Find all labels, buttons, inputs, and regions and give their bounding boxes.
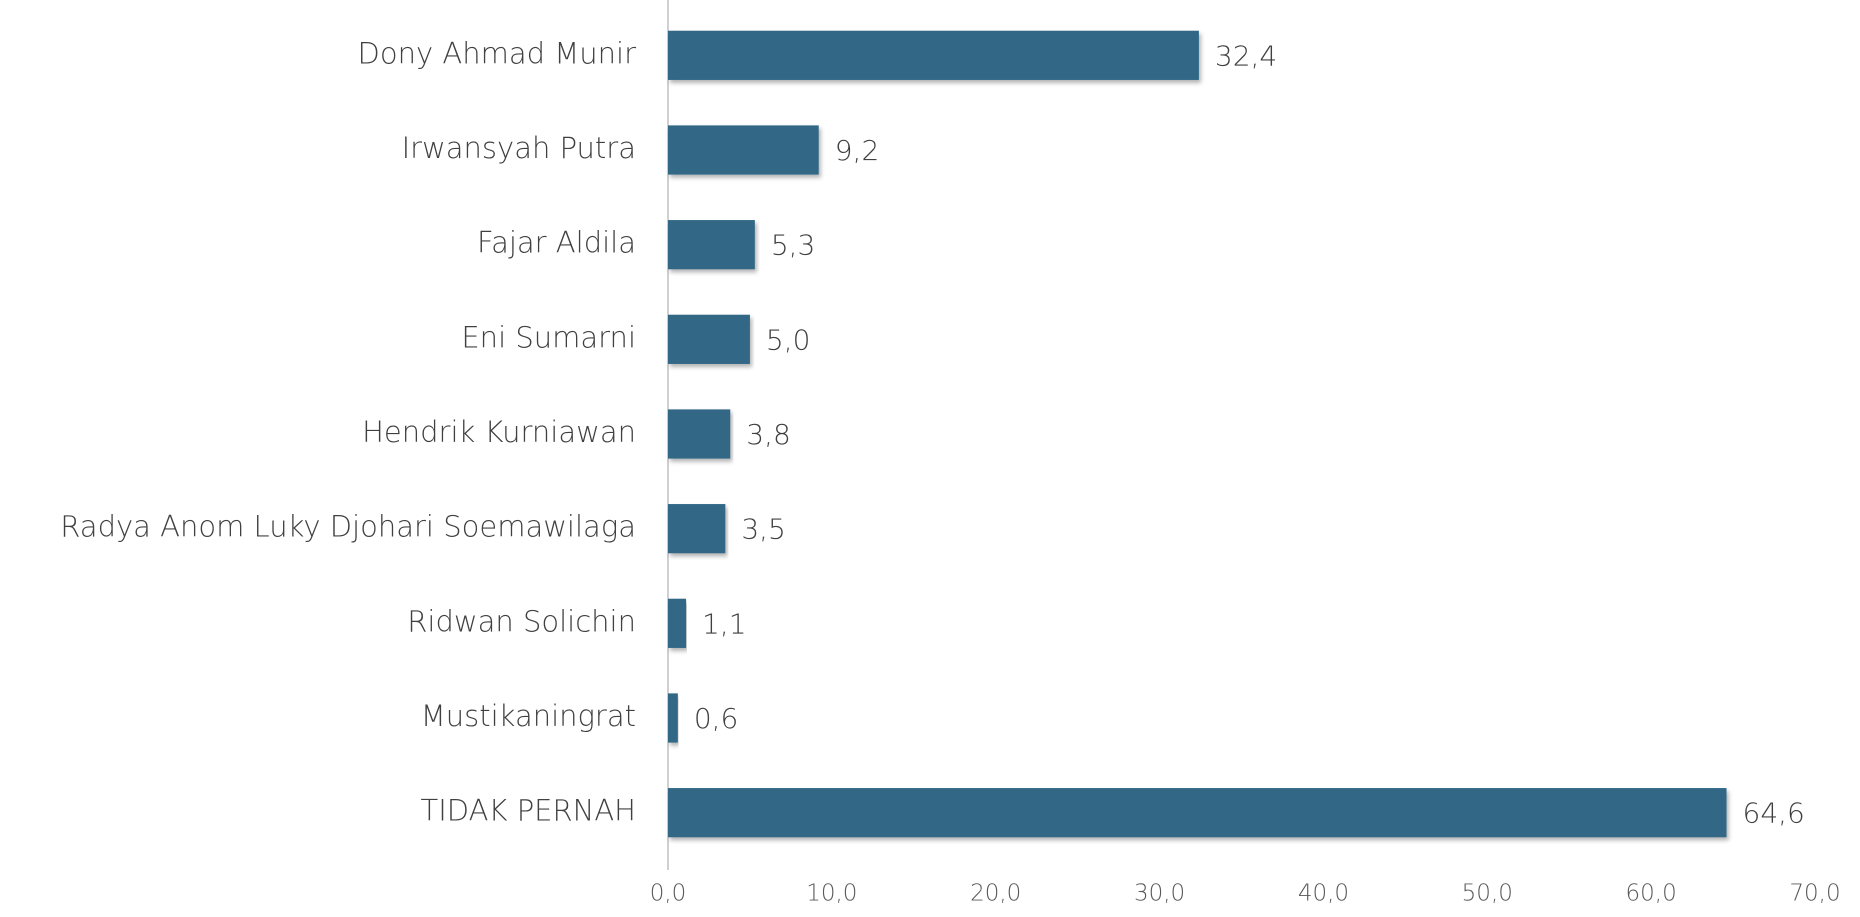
data-label: 3,5 [741,513,786,546]
bar [668,598,687,648]
x-tick-label: 60,0 [1626,881,1677,907]
data-label: 0,6 [694,702,739,735]
x-tick-label: 50,0 [1462,881,1513,907]
data-label: 5,0 [766,323,811,356]
bar [668,409,731,459]
bar [668,220,755,270]
y-tick-label: Hendrik Kurniawan [362,415,636,449]
x-tick-label: 40,0 [1298,881,1349,907]
bar [668,788,1727,838]
data-label: 1,1 [702,607,747,640]
bar [668,125,819,175]
x-tick-label: 70,0 [1789,881,1840,907]
data-label: 5,3 [771,229,816,262]
y-tick-label: Ridwan Solichin [407,604,636,638]
bar [668,30,1199,80]
data-label: 3,8 [746,418,791,451]
x-tick-label: 30,0 [1134,881,1185,907]
y-tick-label: Eni Sumarni [461,320,636,354]
data-label: 32,4 [1215,39,1277,72]
x-tick-label: 20,0 [970,881,1021,907]
bar [668,693,678,743]
bar [668,504,726,554]
data-label: 64,6 [1743,797,1805,830]
y-tick-label: Fajar Aldila [477,226,636,260]
y-tick-label: TIDAK PERNAH [421,794,636,828]
x-tick-label: 10,0 [806,881,857,907]
y-tick-label: Mustikaningrat [421,699,636,733]
y-tick-label: Dony Ahmad Munir [358,36,637,70]
x-tick-label: 0,0 [650,881,687,907]
bar [668,314,750,364]
y-tick-label: Radya Anom Luky Djohari Soemawilaga [60,510,636,544]
data-label: 9,2 [835,134,880,167]
y-tick-label: Irwansyah Putra [402,131,636,165]
